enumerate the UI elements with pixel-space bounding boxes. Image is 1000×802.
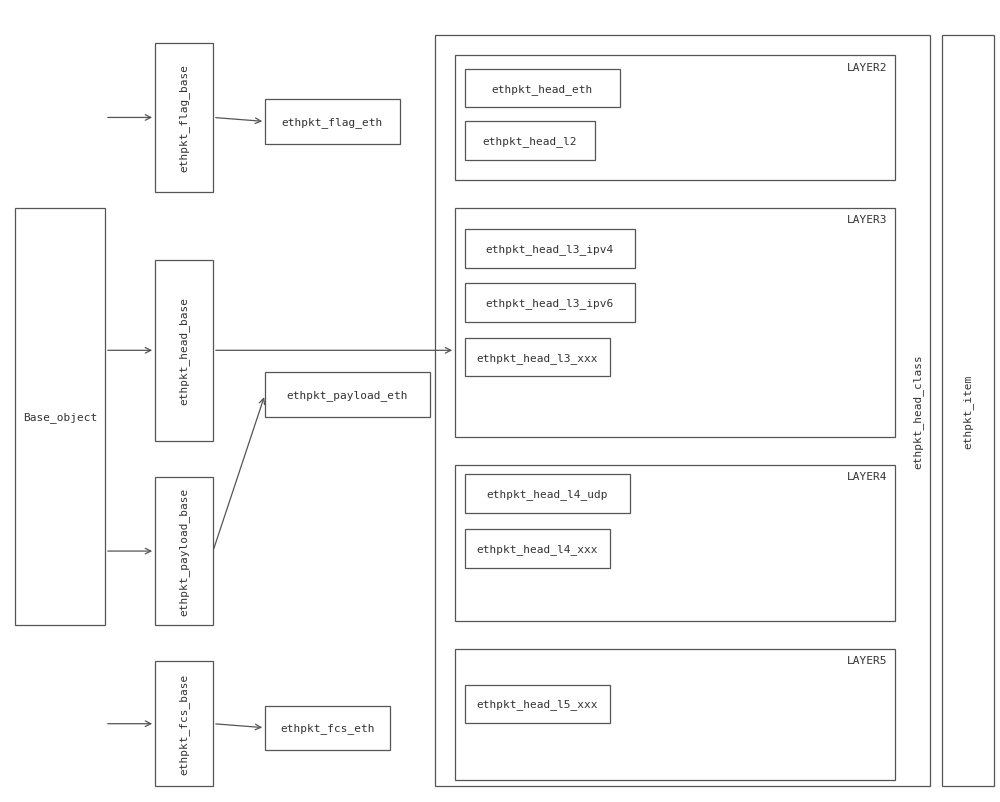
Text: ethpkt_head_l4_udp: ethpkt_head_l4_udp: [487, 488, 608, 500]
Text: ethpkt_head_l3_ipv6: ethpkt_head_l3_ipv6: [486, 298, 614, 309]
Bar: [265, 373, 430, 417]
Bar: [942, 36, 994, 786]
Bar: [155, 44, 213, 192]
Text: ethpkt_fcs_eth: ethpkt_fcs_eth: [280, 723, 375, 733]
Text: ethpkt_head_l4_xxx: ethpkt_head_l4_xxx: [477, 543, 598, 554]
Text: ethpkt_item: ethpkt_item: [963, 374, 973, 448]
Bar: [465, 70, 620, 108]
Bar: [455, 56, 895, 180]
Text: ethpkt_head_l5_xxx: ethpkt_head_l5_xxx: [477, 699, 598, 710]
Bar: [155, 261, 213, 441]
Text: ethpkt_fcs_base: ethpkt_fcs_base: [179, 673, 189, 775]
Text: LAYER5: LAYER5: [846, 655, 887, 665]
Text: LAYER2: LAYER2: [846, 63, 887, 72]
Text: ethpkt_head_l3_ipv4: ethpkt_head_l3_ipv4: [486, 244, 614, 255]
Text: ethpkt_payload_eth: ethpkt_payload_eth: [287, 390, 408, 400]
Text: LAYER4: LAYER4: [846, 472, 887, 481]
Bar: [455, 465, 895, 622]
Text: ethpkt_head_base: ethpkt_head_base: [179, 297, 189, 405]
Text: Base_object: Base_object: [23, 411, 97, 423]
Bar: [155, 662, 213, 786]
Text: ethpkt_flag_eth: ethpkt_flag_eth: [282, 117, 383, 128]
Bar: [155, 477, 213, 626]
Text: ethpkt_head_l2: ethpkt_head_l2: [483, 136, 577, 147]
Bar: [265, 100, 400, 144]
Text: ethpkt_head_class: ethpkt_head_class: [913, 354, 923, 468]
Text: LAYER3: LAYER3: [846, 215, 887, 225]
Bar: [465, 284, 635, 322]
Bar: [465, 685, 610, 723]
Bar: [265, 706, 390, 750]
Bar: [435, 36, 930, 786]
Bar: [15, 209, 105, 626]
Bar: [465, 475, 630, 513]
Text: ethpkt_head_l3_xxx: ethpkt_head_l3_xxx: [477, 352, 598, 363]
Bar: [465, 529, 610, 568]
Bar: [455, 649, 895, 780]
Text: ethpkt_head_eth: ethpkt_head_eth: [492, 83, 593, 95]
Bar: [465, 230, 635, 269]
Bar: [455, 209, 895, 437]
Bar: [465, 122, 595, 160]
Text: ethpkt_payload_base: ethpkt_payload_base: [179, 488, 189, 615]
Bar: [465, 338, 610, 377]
Text: ethpkt_flag_base: ethpkt_flag_base: [179, 64, 189, 172]
